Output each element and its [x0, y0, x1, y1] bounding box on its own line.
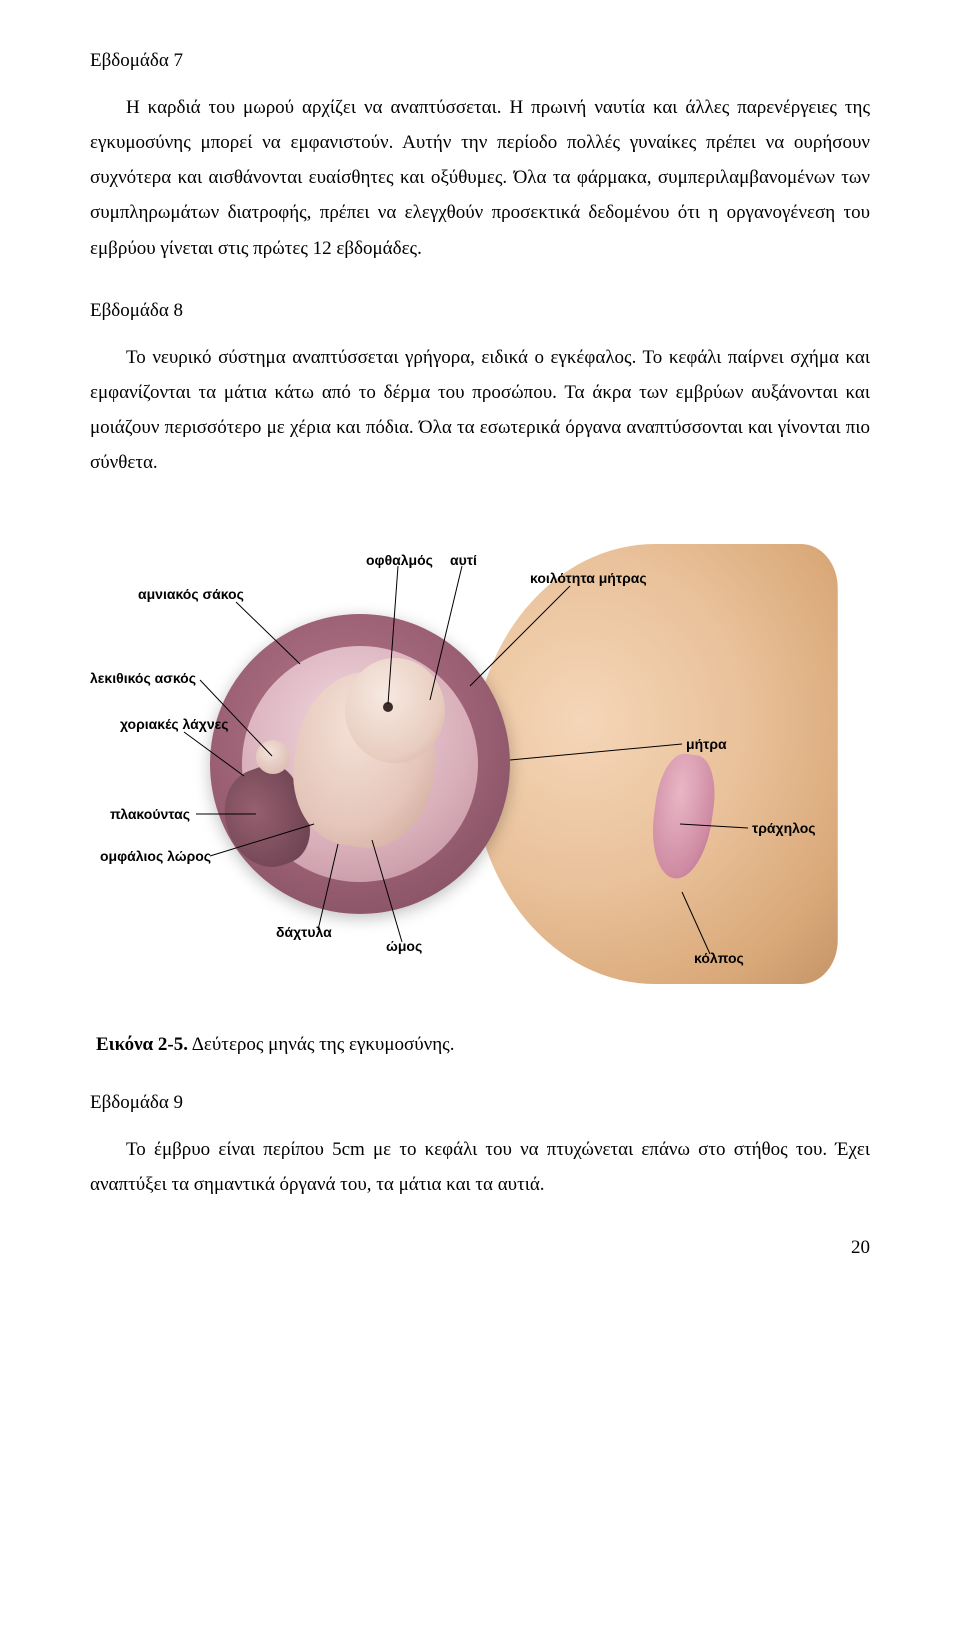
label-fingers: δάχτυλα — [276, 924, 332, 940]
label-yolk-sac: λεκιθικός ασκός — [90, 670, 196, 686]
label-eye: οφθαλμός — [366, 552, 433, 568]
label-umbilical: ομφάλιος λώρος — [100, 848, 211, 864]
label-placenta: πλακούντας — [110, 806, 190, 822]
abdomen-shape — [472, 544, 838, 984]
week9-heading: Εβδομάδα 9 — [90, 1092, 870, 1114]
embryo-diagram: αμνιακός σάκος λεκιθικός ασκός χοριακές … — [90, 514, 870, 994]
label-vagina: κόλπος — [694, 950, 744, 966]
label-shoulder: ώμος — [386, 938, 422, 954]
week8-heading: Εβδομάδα 8 — [90, 300, 870, 322]
figure-caption: Εικόνα 2-5. Δεύτερος μηνάς της εγκυμοσύν… — [96, 1034, 870, 1056]
label-chorionic: χοριακές λάχνες — [120, 716, 229, 732]
label-amniotic-sac: αμνιακός σάκος — [138, 586, 244, 602]
caption-bold: Εικόνα 2-5. — [96, 1034, 188, 1055]
week7-heading: Εβδομάδα 7 — [90, 50, 870, 72]
week8-body: Το νευρικό σύστημα αναπτύσσεται γρήγορα,… — [90, 340, 870, 481]
embryo-head-shape — [345, 658, 445, 763]
label-uterus: μήτρα — [686, 736, 727, 752]
label-cervix: τράχηλος — [752, 820, 816, 836]
label-uterine-cavity: κοιλότητα μήτρας — [530, 570, 647, 586]
week7-body: Η καρδιά του μωρού αρχίζει να αναπτύσσετ… — [90, 90, 870, 266]
label-ear: αυτί — [450, 552, 477, 568]
caption-rest: Δεύτερος μηνάς της εγκυμοσύνης. — [188, 1034, 454, 1055]
week9-body: Το έμβρυο είναι περίπου 5cm με το κεφάλι… — [90, 1132, 870, 1202]
figure-container: αμνιακός σάκος λεκιθικός ασκός χοριακές … — [90, 514, 870, 994]
page-number: 20 — [90, 1237, 870, 1259]
